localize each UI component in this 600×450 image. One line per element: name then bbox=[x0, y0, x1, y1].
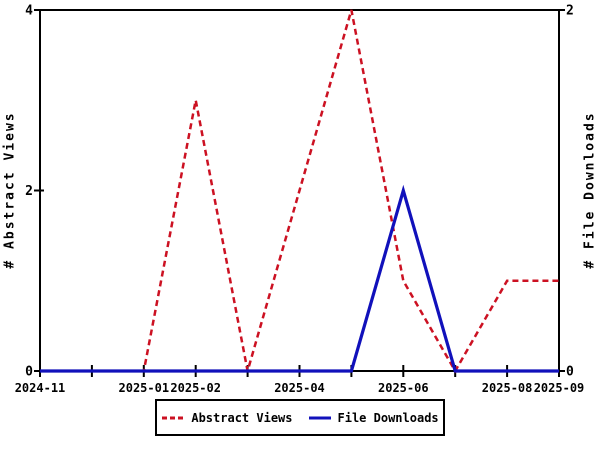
x-tick-label: 2024-11 bbox=[15, 381, 66, 395]
left-axis-tick-label: 4 bbox=[25, 4, 33, 19]
legend-label: File Downloads bbox=[337, 410, 439, 425]
left-axis-tick-label: 2 bbox=[25, 184, 33, 199]
x-tick-label: 2025-06 bbox=[378, 381, 429, 395]
x-tick-label: 2025-08 bbox=[482, 381, 533, 395]
x-tick-label: 2025-09 bbox=[534, 381, 585, 395]
dashed-line-sample-icon bbox=[162, 416, 185, 419]
left-axis-title: # Abstract Views bbox=[2, 111, 18, 269]
legend: Abstract Views File Downloads bbox=[155, 399, 445, 436]
right-axis-tick-label: 2 bbox=[566, 4, 574, 19]
legend-label: Abstract Views bbox=[191, 410, 293, 425]
left-axis-tick-label: 0 bbox=[25, 365, 33, 380]
solid-line-sample-icon bbox=[308, 416, 331, 419]
x-tick-label: 2025-01 bbox=[119, 381, 170, 395]
right-axis-title: # File Downloads bbox=[582, 111, 598, 269]
x-tick-label: 2025-04 bbox=[274, 381, 325, 395]
series-line-file-downloads bbox=[40, 184, 559, 373]
legend-entry-file-downloads: File Downloads bbox=[308, 411, 439, 425]
right-axis-tick-label: 0 bbox=[566, 365, 574, 380]
legend-entry-abstract-views: Abstract Views bbox=[161, 410, 293, 425]
x-tick-label: 2025-02 bbox=[170, 381, 221, 395]
series-line-abstract-views bbox=[40, 9, 559, 374]
